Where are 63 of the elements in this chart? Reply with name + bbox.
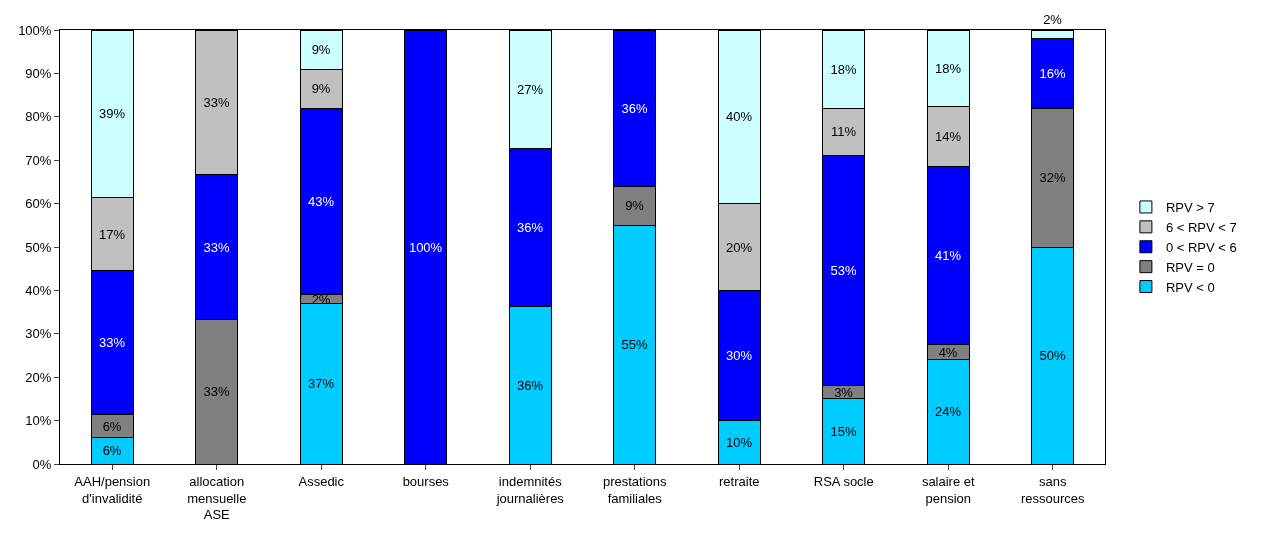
data-label: 14%: [935, 129, 962, 145]
x-tick-label: RSA socle: [813, 473, 874, 489]
data-label: 41%: [935, 248, 962, 264]
x-tick-label: allocation mensuelle ASE: [187, 473, 247, 523]
data-label: 15%: [830, 423, 857, 439]
data-label: 39%: [99, 106, 126, 122]
data-label: 100%: [408, 239, 443, 255]
data-label: 17%: [99, 226, 126, 242]
data-label: 33%: [203, 239, 230, 255]
legend-label: RPV = 0: [1165, 259, 1215, 275]
data-label: 33%: [99, 334, 126, 350]
data-label: 6%: [102, 443, 122, 459]
y-tick-label: 60%: [25, 196, 52, 212]
data-label: 20%: [726, 239, 753, 255]
data-label: 2%: [1043, 12, 1063, 27]
data-label: 18%: [830, 61, 857, 77]
data-label: 9%: [311, 81, 331, 97]
legend-label: 0 < RPV < 6: [1165, 239, 1237, 255]
y-tick-label: 20%: [25, 369, 52, 385]
data-label: 53%: [830, 263, 857, 279]
legend-label: RPV > 7: [1165, 200, 1215, 216]
data-label: 36%: [517, 377, 544, 393]
legend-label: 6 < RPV < 7: [1165, 219, 1237, 235]
data-label: 4%: [938, 344, 958, 360]
data-label: 16%: [1039, 65, 1066, 81]
y-tick-label: 50%: [25, 239, 52, 255]
data-label: 55%: [621, 337, 648, 353]
x-tick-label: bourses: [402, 473, 450, 489]
data-label: 11%: [831, 124, 857, 140]
x-tick-label: AAH/pension d'invalidité: [74, 473, 151, 506]
data-label: 3%: [834, 384, 854, 400]
data-label: 24%: [935, 404, 962, 420]
data-label: 36%: [621, 100, 648, 116]
data-label: 36%: [517, 219, 544, 235]
data-label: 18%: [935, 60, 962, 76]
data-label: 37%: [308, 376, 335, 392]
data-label: 33%: [203, 94, 230, 110]
data-label: 30%: [726, 348, 753, 363]
data-label: 43%: [308, 193, 335, 209]
data-label: 33%: [203, 384, 230, 400]
x-tick-label: retraite: [719, 473, 760, 489]
y-tick-label: 90%: [25, 65, 52, 81]
y-tick-label: 0%: [32, 456, 52, 472]
y-tick-label: 80%: [25, 109, 52, 125]
y-tick-label: 40%: [25, 282, 52, 298]
x-tick-label: sans ressources: [1020, 473, 1086, 506]
y-tick-label: 70%: [25, 152, 52, 168]
data-label: 27%: [517, 81, 544, 97]
y-tick-label: 100%: [18, 22, 52, 38]
data-label: 32%: [1039, 170, 1066, 186]
data-label: 10%: [726, 434, 753, 450]
data-label: 50%: [1039, 348, 1066, 363]
data-label: 9%: [625, 198, 645, 214]
x-tick-label: Assedic: [298, 473, 345, 489]
y-tick-label: 30%: [25, 326, 52, 342]
x-tick-label: prestations familiales: [602, 473, 668, 506]
data-label: 40%: [726, 109, 753, 125]
x-tick-label: salaire et pension: [921, 473, 976, 506]
x-tick-label: indemnités journalières: [495, 473, 565, 506]
y-tick-label: 10%: [25, 413, 52, 429]
legend-label: RPV < 0: [1165, 279, 1215, 295]
data-label: 6%: [102, 418, 122, 434]
data-label: 9%: [311, 42, 331, 58]
